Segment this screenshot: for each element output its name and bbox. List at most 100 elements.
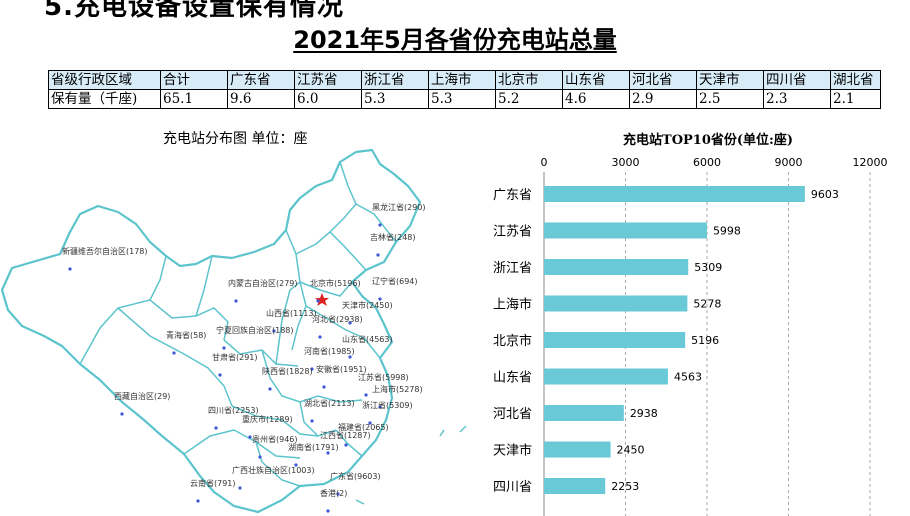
bar	[544, 259, 689, 275]
province-dot	[196, 499, 200, 503]
section-heading: 5.充电设备设置保有情况	[44, 0, 344, 22]
province-label: 江苏省(5998)	[358, 372, 409, 382]
province-label: 四川省(2253)	[208, 405, 259, 415]
table-header-cell: 天津市	[696, 70, 764, 90]
table-cell: 2.5	[696, 89, 764, 109]
capital-star-icon	[315, 293, 329, 306]
province-dot	[294, 463, 298, 467]
province-label: 河南省(1985)	[304, 346, 355, 356]
table-header-cell: 广东省	[227, 70, 295, 90]
province-dot	[322, 385, 326, 389]
province-dot	[68, 267, 72, 271]
province-dot	[316, 299, 320, 303]
table-cell: 保有量（千座)	[48, 89, 161, 109]
province-dot	[376, 253, 380, 257]
category-label: 天津市	[493, 443, 532, 459]
province-label: 新疆维吾尔自治区(178)	[62, 246, 148, 256]
province-dot	[268, 387, 272, 391]
table-header-cell: 北京市	[495, 70, 563, 90]
table-header-cell: 山东省	[562, 70, 630, 90]
province-label: 河北省(2938)	[312, 314, 363, 324]
province-dot	[234, 299, 238, 303]
map-labels: 黑龙江省(290) 吉林省(248) 新疆维吾尔自治区(178) 内蒙古自治区(279…	[62, 202, 426, 513]
province-dot	[172, 351, 176, 355]
province-dot	[318, 335, 322, 339]
province-dot	[348, 321, 352, 325]
province-label: 辽宁省(694)	[372, 276, 418, 286]
province-label: 黑龙江省(290)	[372, 202, 426, 212]
x-tick-label: 0	[541, 156, 548, 169]
map-caption: 充电站分布图 单位：座	[163, 131, 308, 147]
province-label: 江西省(1287)	[320, 430, 371, 440]
value-label: 5998	[713, 225, 741, 238]
page-title: 2021年5月各省份充电站总量	[293, 26, 617, 54]
value-label: 2253	[611, 480, 639, 493]
province-label: 福建省(2065)	[338, 422, 389, 432]
category-label: 河北省	[493, 407, 532, 422]
province-label: 湖北省(2113)	[304, 398, 355, 408]
table-cell: 6.0	[294, 89, 362, 109]
category-label: 浙江省	[493, 261, 532, 276]
province-label: 浙江省(5309)	[362, 400, 413, 410]
province-label: 陕西省(1828)	[262, 366, 313, 376]
table-cell: 4.6	[562, 89, 630, 109]
province-label: 重庆市(1289)	[242, 414, 293, 424]
category-label: 上海市	[493, 297, 532, 313]
province-dot	[238, 486, 242, 490]
x-tick-label: 6000	[693, 156, 721, 169]
province-label: 安徽省(1951)	[316, 364, 367, 374]
province-label: 天津市(2450)	[342, 300, 393, 310]
value-label: 2450	[617, 444, 645, 457]
table-header-row: 省级行政区域 合计 广东省 江苏省 浙江省 上海市 北京市 山东省 河北省 天津市 四川省 湖北省	[48, 70, 881, 90]
category-label: 广东省	[493, 188, 532, 203]
bar	[544, 405, 624, 421]
province-dot	[310, 367, 314, 371]
chart-title: 充电站TOP10省份(单位:座)	[623, 132, 793, 148]
top10-bar-chart: 充电站TOP10省份(单位:座) 0 3000 6000 9000 12000 广东省 9…	[493, 132, 888, 516]
province-dot	[326, 509, 330, 513]
x-tick-label: 9000	[775, 156, 803, 169]
table-header-cell: 省级行政区域	[48, 70, 161, 90]
table-header-cell: 河北省	[629, 70, 697, 90]
province-label: 宁夏回族自治区(188)	[216, 325, 294, 335]
china-map: 黑龙江省(290) 吉林省(248) 新疆维吾尔自治区(178) 内蒙古自治区(279…	[0, 148, 467, 514]
bar	[544, 186, 805, 202]
ownership-table: 省级行政区域 合计 广东省 江苏省 浙江省 上海市 北京市 山东省 河北省 天津市 四川省 湖北省 保…	[48, 70, 881, 109]
province-label: 广西壮族自治区(1003)	[232, 465, 315, 475]
bar	[544, 332, 686, 348]
table-cell: 5.3	[428, 89, 496, 109]
bar	[544, 368, 668, 385]
province-dot	[326, 451, 330, 455]
province-label: 香港(2)	[320, 488, 347, 498]
category-label: 江苏省	[493, 224, 532, 240]
province-label: 云南省(791)	[190, 478, 236, 488]
table-cell: 2.1	[830, 89, 881, 109]
value-label: 5309	[694, 261, 722, 274]
chart-x-ticks: 0 3000 6000 9000 12000	[541, 156, 888, 169]
table-cell: 9.6	[227, 89, 295, 109]
province-dot	[368, 421, 372, 425]
table-cell: 2.9	[629, 89, 697, 109]
table-row: 保有量（千座) 65.1 9.6 6.0 5.3 5.3 5.2 4.6 2.9 2.5 2.3 2.…	[48, 89, 881, 109]
province-label: 贵州省(946)	[252, 434, 298, 444]
category-label: 四川省	[493, 480, 532, 495]
province-label: 湖南省(1791)	[288, 442, 339, 452]
value-label: 9603	[811, 188, 839, 201]
province-dot	[222, 346, 226, 350]
province-dot	[248, 435, 252, 439]
province-label: 山东省(4563)	[342, 334, 393, 344]
province-dot	[336, 492, 340, 496]
province-label: 内蒙古自治区(279)	[228, 278, 298, 288]
bar	[544, 295, 688, 312]
bar	[544, 441, 611, 458]
country-outline	[0, 148, 422, 514]
province-label: 西藏自治区(29)	[114, 391, 170, 401]
value-label: 5196	[691, 334, 719, 347]
value-label: 2938	[630, 407, 658, 420]
province-dot	[310, 419, 314, 423]
value-label: 5278	[693, 298, 721, 311]
province-dot	[378, 297, 382, 301]
category-label: 山东省	[493, 371, 532, 386]
province-dot	[348, 355, 352, 359]
table-cell: 65.1	[160, 89, 228, 109]
